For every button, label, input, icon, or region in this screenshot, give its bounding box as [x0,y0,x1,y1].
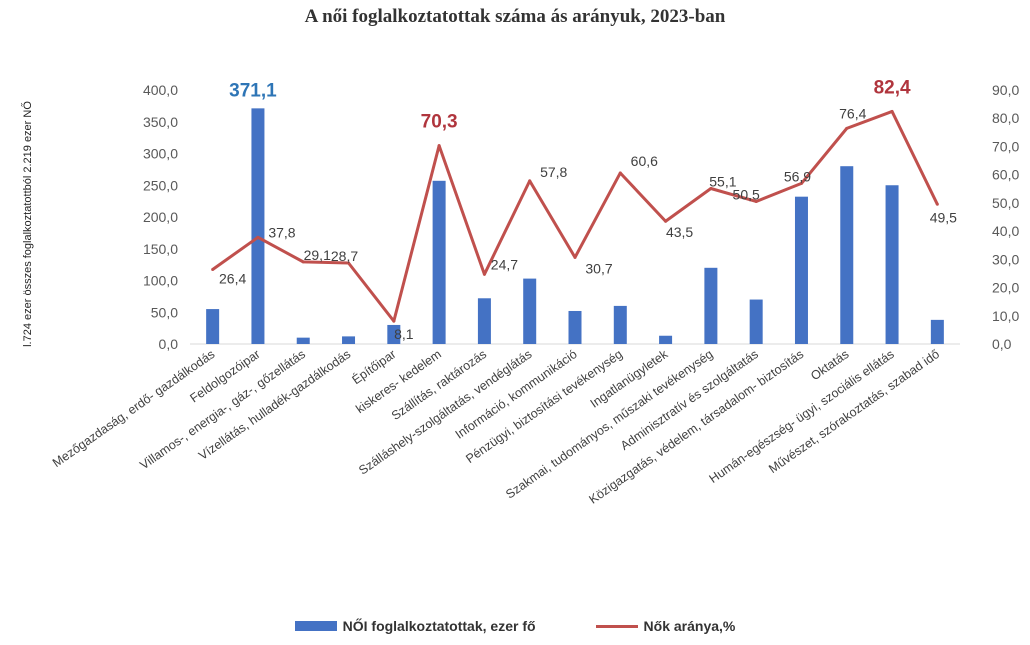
bar [930,319,944,344]
bar [251,108,265,344]
y-tick-label: 100,0 [143,273,178,289]
legend-item-line: Nők aránya,% [595,618,736,634]
line-point [664,219,668,223]
line-value-label: 49,5 [930,209,957,225]
bar [840,166,854,344]
line-point [799,181,803,185]
bar [523,278,537,344]
bar [477,298,491,344]
line-value-label: 76,4 [839,105,866,121]
line-point [528,179,532,183]
y2-tick-label: 70,0 [992,138,1019,154]
y2-tick-label: 40,0 [992,223,1019,239]
series-line [211,109,939,323]
line-point [890,109,894,113]
line-value-label: 8,1 [394,326,414,342]
y-tick-label: 350,0 [143,114,178,130]
line-point [845,126,849,130]
bar [659,335,673,344]
y-tick-label: 400,0 [143,82,178,98]
y2-tick-label: 30,0 [992,251,1019,267]
y2-tick-label: 50,0 [992,195,1019,211]
line-point [437,144,441,148]
line-value-label: 82,4 [874,77,911,98]
bar [296,337,310,344]
line-value-label: 70,3 [421,112,458,133]
y-tick-label: 150,0 [143,241,178,257]
y-tick-label: 200,0 [143,209,178,225]
y2-tick-label: 10,0 [992,308,1019,324]
bar [206,309,220,344]
x-category-label: Villamos-, energia-, gáz-, gőzellátás [137,347,308,472]
line-value-label: 29,1 [304,247,331,263]
bar-value-label: 371,1 [229,80,277,101]
line-point [754,199,758,203]
line-value-label: 50,5 [733,186,760,202]
bar [749,299,763,344]
y-tick-label: 0,0 [159,336,179,352]
line-value-label: 26,4 [219,270,246,286]
y2-tick-label: 90,0 [992,82,1019,98]
line-value-label: 24,7 [491,256,518,272]
legend-bar-label: NŐI foglalkoztatottak, ezer fő [342,618,536,634]
line-point [935,202,939,206]
x-category-label: Mezőgazdaság, erdő- gazdálkodás [50,347,217,470]
line-value-label: 30,7 [585,260,612,276]
line-value-label: 43,5 [666,224,693,240]
y2-tick-label: 0,0 [992,336,1012,352]
line-value-label: 56,9 [784,168,811,184]
bar [613,305,627,344]
line-value-label: 57,8 [540,164,567,180]
legend-item-bars: NŐI foglalkoztatottak, ezer fő [294,618,536,634]
y-tick-label: 50,0 [151,304,178,320]
legend-bar-swatch [294,621,337,631]
line-point [211,267,215,271]
line-point [256,235,260,239]
line-value-label: 60,6 [631,153,658,169]
legend: NŐI foglalkoztatottak, ezer fő Nők arány… [0,618,1030,634]
bar [704,267,718,344]
line-value-label: 28,7 [331,248,358,264]
line-point [573,255,577,259]
line-point [482,272,486,276]
y2-tick-label: 80,0 [992,110,1019,126]
line-point [347,261,351,265]
bar [794,196,808,344]
line-point [392,319,396,323]
legend-line-swatch [595,624,638,628]
combo-chart: 0,0 50,0 100,0 150,0 200,0 250,0 300,0 350,0 400… [50,77,1020,506]
chart-title: A női foglalkoztatottak száma ás arányuk… [304,6,726,27]
bar [342,336,356,344]
line-point [709,186,713,190]
y-tick-label: 250,0 [143,177,178,193]
bar [885,185,899,344]
y2-tick-label: 60,0 [992,167,1019,183]
line-value-label: 55,1 [709,173,736,189]
line-point [618,171,622,175]
line-value-label: 37,8 [268,224,295,240]
y2-tick-label: 20,0 [992,280,1019,296]
bar [568,310,582,344]
y-tick-label: 300,0 [143,146,178,162]
legend-line-label: Nők aránya,% [643,618,736,634]
bar [387,324,401,344]
bar [432,180,446,344]
line-point [301,260,305,264]
